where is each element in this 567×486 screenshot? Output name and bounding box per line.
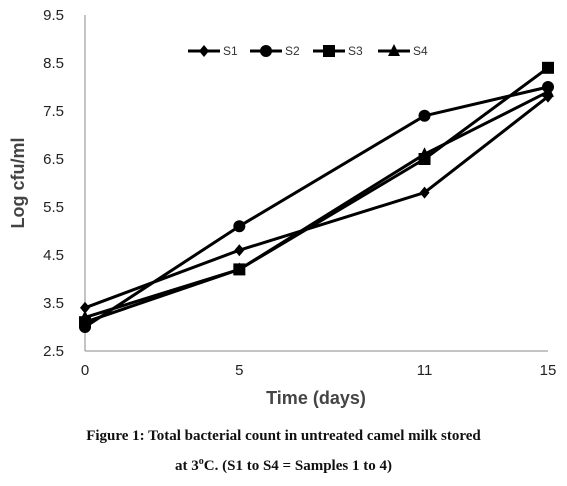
series-line-s2	[84, 85, 549, 329]
legend-label-s1: S1	[223, 44, 238, 58]
legend-label-s3: S3	[348, 44, 363, 58]
y-axis-title: Log cfu/ml	[8, 138, 28, 229]
degree-superscript: o	[198, 456, 204, 467]
data-point-s4	[79, 310, 91, 323]
legend: S1 S2 S3 S4	[188, 44, 428, 58]
data-point-s1	[234, 244, 245, 257]
legend-label-s2: S2	[285, 44, 300, 58]
data-point-s4	[542, 84, 554, 97]
legend-marker-s3	[323, 45, 335, 57]
data-point-s3	[542, 61, 554, 74]
data-point-s1	[80, 301, 90, 314]
legend-marker-s1	[199, 45, 209, 57]
data-point-s2	[418, 109, 431, 122]
data-point-s2	[233, 220, 246, 233]
legend-marker-s2	[260, 45, 272, 57]
legend-marker-s4	[388, 44, 400, 56]
legend-label-s4: S4	[413, 44, 428, 58]
x-tick-labels: 0 5 11 15	[81, 362, 557, 379]
y-tick-label: 2.5	[43, 343, 64, 360]
x-tick-label: 5	[235, 362, 243, 379]
y-tick-labels: 2.5 3.5 4.5 5.5 6.5 7.5 8.5 9.5	[43, 7, 64, 360]
x-tick-label: 0	[81, 362, 89, 379]
y-tick-label: 8.5	[43, 55, 64, 72]
y-tick-label: 6.5	[43, 151, 64, 168]
series-line-s1	[84, 95, 549, 310]
series-lines	[84, 66, 549, 329]
data-point-s4	[418, 147, 431, 160]
x-tick-label: 11	[417, 362, 433, 379]
y-tick-label: 3.5	[43, 295, 64, 312]
data-point-s1	[419, 186, 430, 199]
y-tick-label: 7.5	[43, 103, 64, 120]
line-chart: 2.5 3.5 4.5 5.5 6.5 7.5 8.5 9.5 0 5 11 15 S1 S2 S3 S4…	[8, 7, 557, 408]
series-line-s4	[84, 90, 549, 319]
y-tick-label: 5.5	[43, 199, 64, 216]
data-point-s4	[233, 262, 246, 275]
y-tick-label: 9.5	[43, 7, 64, 24]
figure-caption-line-1: Figure 1: Total bacterial count in untre…	[86, 428, 481, 444]
x-tick-label: 15	[540, 362, 557, 379]
series-markers	[79, 61, 554, 333]
caption-text-before-degree: at 3	[175, 458, 199, 474]
figure-caption-line-2: at 3oC. (S1 to S4 = Samples 1 to 4)	[0, 456, 567, 475]
y-tick-label: 4.5	[43, 247, 64, 264]
x-axis-title: Time (days)	[266, 388, 366, 408]
series-line-s3	[84, 66, 549, 324]
caption-text-after-degree: C. (S1 to S4 = Samples 1 to 4)	[203, 458, 392, 474]
